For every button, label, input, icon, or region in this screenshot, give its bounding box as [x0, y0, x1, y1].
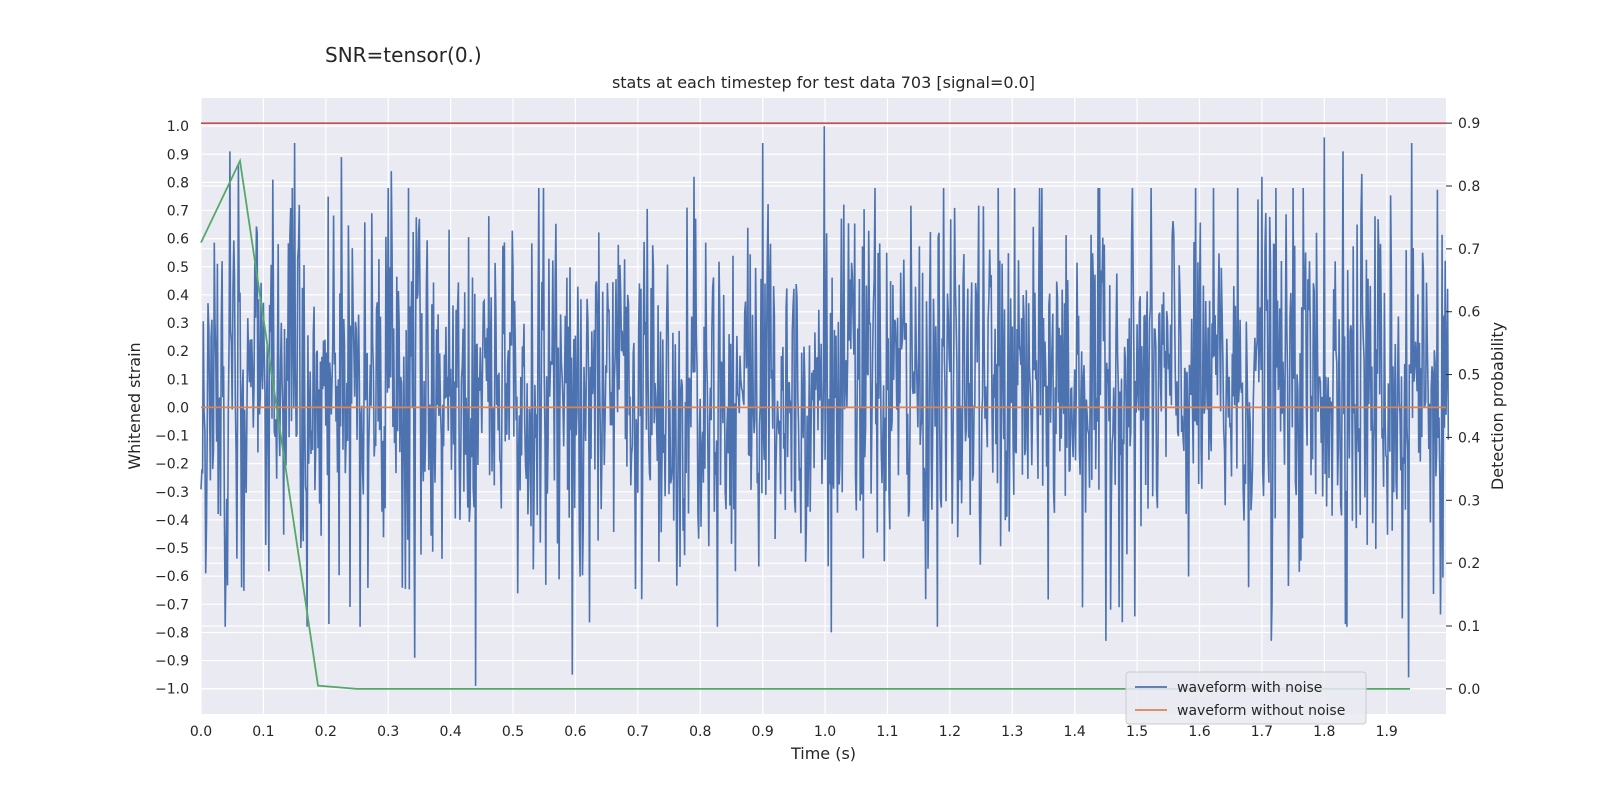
y-tick-label: 0.0: [167, 400, 189, 416]
x-tick-label: 1.2: [939, 724, 961, 740]
y-tick-label: −1.0: [155, 682, 189, 698]
detection-probability-line: [200, 157, 1411, 690]
x-tick-label: 0.5: [502, 724, 524, 740]
x-tick-label: 0.8: [689, 724, 711, 740]
x-tick-label: 1.8: [1313, 724, 1335, 740]
x-tick-label: 1.3: [1001, 724, 1023, 740]
y2-tick-label: 0.9: [1458, 116, 1480, 132]
x-tick-labels: 0.0 0.1 0.2 0.3 0.4 0.5 0.6 0.7 0.8 0.9 1.0 1.1 1.2 1…: [190, 724, 1398, 740]
y-tick-label: −0.4: [155, 513, 189, 529]
y2-tick-label: 0.6: [1458, 305, 1480, 321]
legend-label: waveform without noise: [1177, 703, 1345, 719]
y2-tick-label: 0.2: [1458, 556, 1480, 572]
y-tick-label: −0.9: [155, 654, 189, 670]
y-tick-label: −0.6: [155, 569, 189, 585]
x-tick-label: 0.4: [439, 724, 461, 740]
y2-tick-label: 0.1: [1458, 619, 1480, 635]
x-tick-label: 1.4: [1064, 724, 1086, 740]
y-tick-label: 0.6: [167, 232, 189, 248]
y-tick-label: −0.1: [155, 429, 189, 445]
legend-box: [1125, 671, 1367, 725]
x-tick-label: 0.7: [627, 724, 649, 740]
x-tick-label: 0.9: [752, 724, 774, 740]
x-tick-label: 0.6: [564, 724, 586, 740]
chart-title: stats at each timestep for test data 703…: [612, 73, 1035, 92]
x-tick-label: 1.7: [1251, 724, 1273, 740]
y-tick-label: 0.4: [167, 288, 189, 304]
x-axis-label: Time (s): [790, 744, 856, 763]
x-tick-label: 0.1: [252, 724, 274, 740]
y-tick-label: 0.5: [167, 260, 189, 276]
plot-series: [200, 122, 1450, 690]
y2-tick-label: 0.0: [1458, 682, 1480, 698]
x-tick-label: 1.1: [876, 724, 898, 740]
figure-suptitle: SNR=tensor(0.): [325, 43, 482, 67]
x-tick-label: 1.9: [1376, 724, 1398, 740]
y-tick-label: −0.3: [155, 485, 189, 501]
y2-tick-label: 0.7: [1458, 242, 1480, 258]
y-tick-label: −0.7: [155, 597, 189, 613]
y2-tick-label: 0.4: [1458, 430, 1480, 446]
x-tick-label: 1.5: [1126, 724, 1148, 740]
waveform-with-noise-line: [200, 126, 1450, 686]
y2-axis-label: Detection probability: [1488, 322, 1507, 490]
y-tick-label: 0.1: [167, 372, 189, 388]
y-tick-labels: 1.0 0.9 0.8 0.7 0.6 0.5 0.4 0.3 0.2 0.1 0.0 −0.1 −0.…: [155, 119, 189, 698]
y2-tick-label: 0.3: [1458, 493, 1480, 509]
y-tick-label: −0.2: [155, 457, 189, 473]
x-tick-label: 1.0: [814, 724, 836, 740]
y2-tick-labels: 0.9 0.8 0.7 0.6 0.5 0.4 0.3 0.2 0.1 0.0: [1446, 116, 1480, 698]
x-tick-label: 0.0: [190, 724, 212, 740]
x-tick-label: 0.2: [315, 724, 337, 740]
y2-tick-label: 0.8: [1458, 179, 1480, 195]
y-tick-label: 0.3: [167, 316, 189, 332]
y-tick-label: 0.8: [167, 175, 189, 191]
y-tick-label: 1.0: [167, 119, 189, 135]
y-tick-label: −0.5: [155, 541, 189, 557]
legend-label: waveform with noise: [1177, 680, 1322, 696]
y-tick-label: 0.2: [167, 344, 189, 360]
x-tick-label: 1.6: [1188, 724, 1210, 740]
y-tick-label: 0.7: [167, 204, 189, 220]
y-tick-label: 0.9: [167, 147, 189, 163]
y2-tick-label: 0.5: [1458, 368, 1480, 384]
y-tick-label: −0.8: [155, 625, 189, 641]
legend: waveform with noise waveform without nois…: [1125, 671, 1367, 725]
x-tick-label: 0.3: [377, 724, 399, 740]
y-axis-label: Whitened strain: [125, 342, 144, 469]
